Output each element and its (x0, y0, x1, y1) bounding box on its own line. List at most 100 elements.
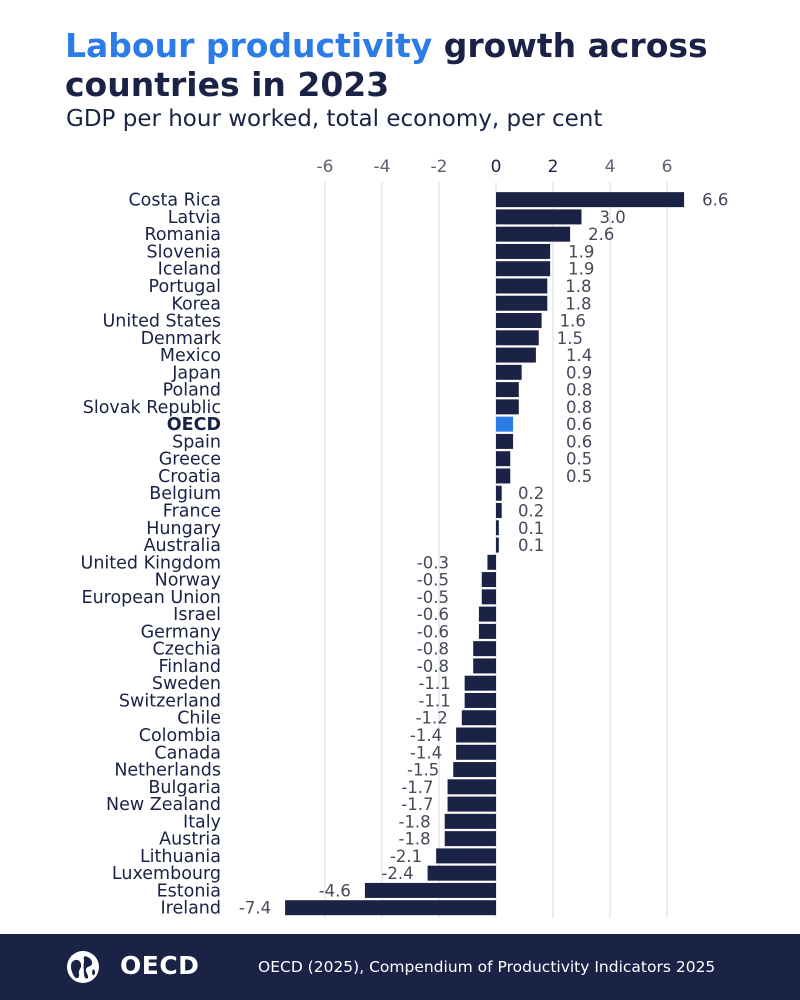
category-label: Austria (159, 830, 221, 850)
data-label: -0.6 (417, 622, 449, 641)
bar-luxembourg (427, 865, 496, 881)
category-label: United States (102, 312, 221, 332)
data-label: 0.2 (518, 484, 544, 503)
category-label: Estonia (157, 881, 221, 901)
data-label: -2.1 (390, 847, 422, 866)
bar-norway (481, 572, 496, 588)
footer: OECD OECD (2025), Compendium of Producti… (0, 934, 800, 1000)
category-label: Lithuania (140, 847, 221, 867)
category-label: Chile (177, 709, 221, 729)
data-label: 1.9 (568, 260, 594, 279)
data-label: 0.5 (566, 467, 592, 486)
x-tick-label: 6 (662, 157, 673, 177)
category-label: Australia (144, 536, 221, 556)
x-tick-label: -4 (374, 157, 391, 177)
data-label: 0.6 (566, 415, 592, 434)
bar-slovak-republic (496, 399, 519, 415)
bar-hungary (496, 520, 499, 536)
category-label: Croatia (158, 467, 221, 487)
oecd-globe-icon (67, 951, 99, 983)
bar-denmark (496, 330, 539, 346)
bar-european-union (481, 589, 496, 605)
bar-austria (444, 831, 496, 847)
category-label: OECD (167, 415, 221, 435)
data-label: -1.7 (401, 778, 433, 797)
chart-title-rest: growth across countries in 2023 (65, 26, 708, 104)
data-label: -0.6 (417, 605, 449, 624)
data-label: -2.4 (381, 864, 413, 883)
bar-czechia (473, 641, 496, 657)
category-label: Latvia (168, 208, 221, 228)
bar-switzerland (464, 692, 496, 708)
bar-lithuania (436, 848, 496, 864)
category-label: Ireland (160, 899, 221, 919)
category-label: Hungary (146, 519, 221, 539)
oecd-logo-text: OECD (120, 951, 200, 980)
data-label: -1.7 (401, 795, 433, 814)
data-label: -7.4 (239, 899, 271, 918)
bar-italy (444, 813, 496, 829)
bar-portugal (496, 278, 548, 294)
category-label: Czechia (153, 640, 221, 660)
category-label: Israel (173, 605, 221, 625)
bar-oecd (496, 416, 514, 432)
data-label: 1.5 (557, 329, 583, 348)
data-label: -1.1 (418, 691, 450, 710)
data-label: 0.2 (518, 501, 544, 520)
data-label: 2.6 (588, 225, 614, 244)
bar-united-states (496, 313, 542, 329)
category-label: Italy (183, 812, 221, 832)
bar-croatia (496, 468, 511, 484)
bar-romania (496, 226, 571, 242)
category-label: France (163, 501, 221, 521)
bar-new-zealand (447, 796, 496, 812)
bar-ireland (285, 900, 496, 916)
category-label: Japan (171, 363, 221, 383)
data-label: -4.6 (319, 881, 351, 900)
data-label: -1.8 (398, 830, 430, 849)
bar-finland (473, 658, 496, 674)
bar-france (496, 502, 502, 518)
bar-estonia (364, 882, 496, 898)
data-label: -1.8 (398, 812, 430, 831)
x-tick-label: -6 (317, 157, 334, 177)
category-label: Denmark (141, 329, 222, 349)
category-label: Finland (158, 657, 221, 677)
category-label: Korea (171, 294, 221, 314)
category-label: Colombia (139, 726, 221, 746)
data-label: -0.8 (417, 640, 449, 659)
bar-costa-rica (496, 192, 685, 208)
data-label: 1.9 (568, 242, 594, 261)
x-tick-label: 0 (491, 157, 502, 177)
data-label: 0.8 (566, 398, 592, 417)
category-label: Slovak Republic (83, 398, 221, 418)
data-label: -0.3 (417, 553, 449, 572)
data-label: -1.4 (410, 743, 442, 762)
category-label: Costa Rica (128, 191, 221, 211)
bar-spain (496, 433, 514, 449)
bar-netherlands (453, 762, 496, 778)
data-label: 1.6 (560, 312, 586, 331)
category-label: Bulgaria (148, 778, 221, 798)
chart-subtitle: GDP per hour worked, total economy, per … (66, 106, 603, 132)
x-tick-label: 4 (605, 157, 616, 177)
category-label: Slovenia (147, 242, 221, 262)
chart-title-highlight: Labour productivity (65, 26, 433, 65)
bar-slovenia (496, 243, 551, 259)
category-label: Canada (154, 743, 221, 763)
data-label: 0.6 (566, 432, 592, 451)
bar-australia (496, 537, 499, 553)
chart-title: Labour productivity growth across countr… (65, 26, 785, 104)
bar-belgium (496, 485, 502, 501)
bar-chart: -6 -4 -2 0 2 4 6 Costa Rica 6.6 Latvia 3.0 Romania 2… (81, 157, 729, 919)
category-label: Netherlands (114, 761, 221, 781)
bar-latvia (496, 209, 582, 225)
bar-united-kingdom (487, 554, 496, 570)
data-label: -0.8 (417, 657, 449, 676)
category-label: Sweden (152, 674, 221, 694)
bar-germany (478, 623, 496, 639)
category-label: Belgium (149, 484, 221, 504)
bar-iceland (496, 261, 551, 277)
category-label: Portugal (149, 277, 221, 297)
x-tick-label: -2 (431, 157, 448, 177)
